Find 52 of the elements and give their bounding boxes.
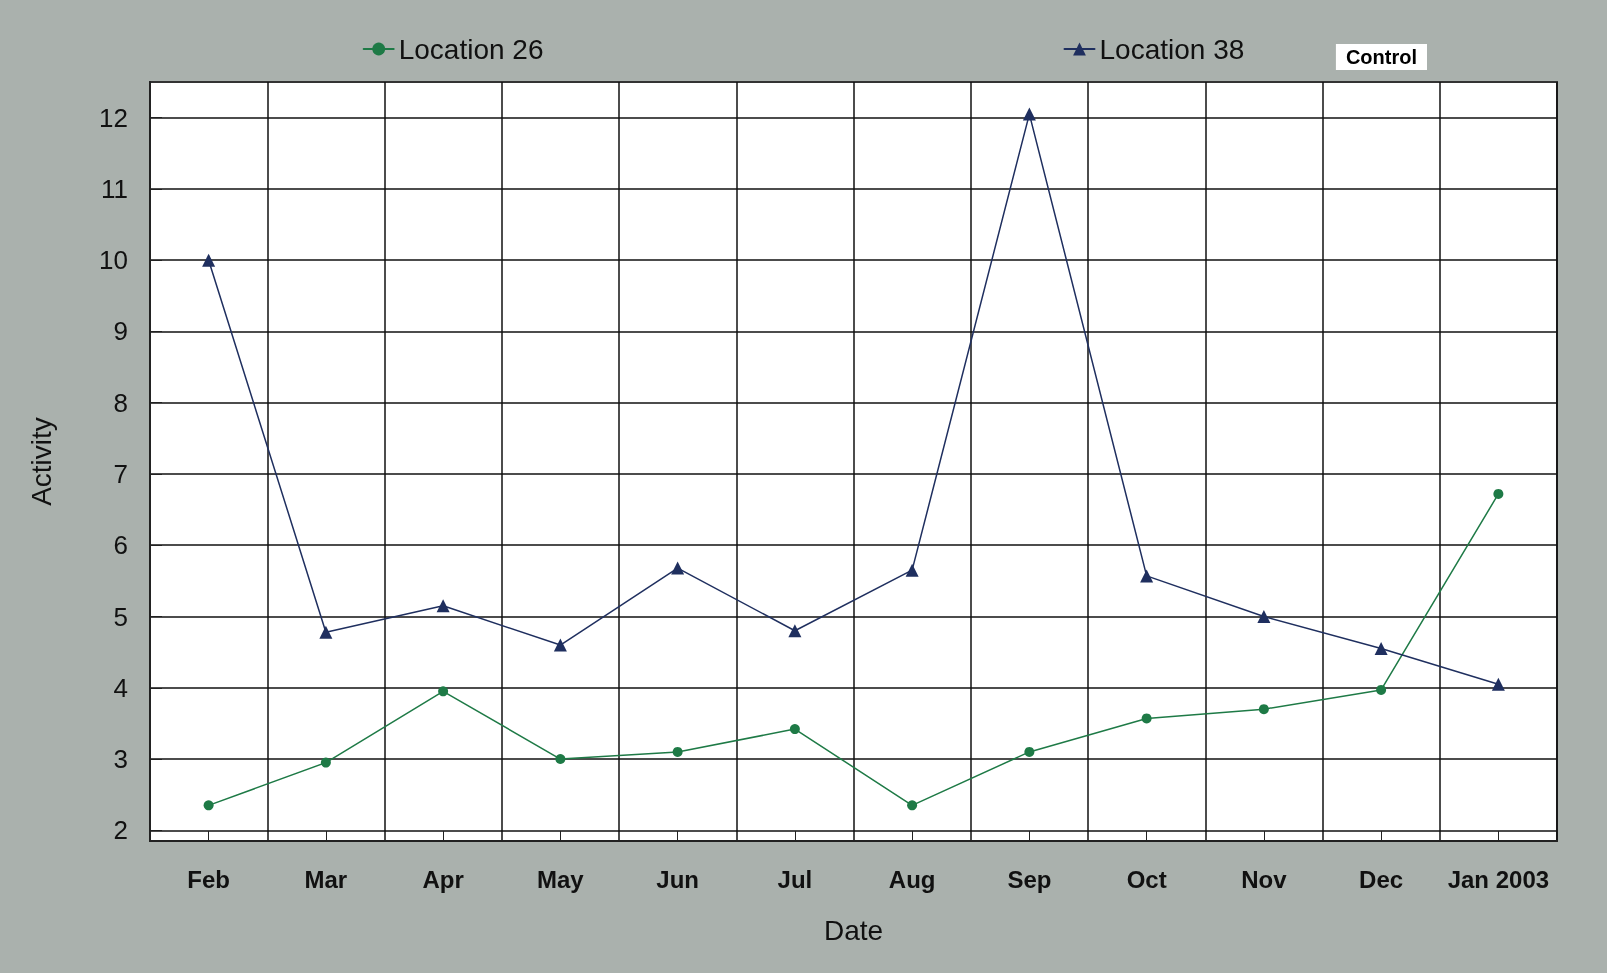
point [905,563,919,577]
x-tick-label: May [537,865,585,893]
legend-label: Location 26 [398,33,544,65]
point [788,624,802,638]
x-tick-label: Jul [777,865,813,893]
y-axis-title: Activity [25,417,57,506]
x-tick-label: Dec [1359,865,1404,893]
point [672,746,683,757]
point [671,561,685,575]
point [1491,677,1505,691]
point [320,757,331,768]
x-tick-label: Sep [1007,865,1052,893]
point [789,724,800,735]
point [436,599,450,613]
x-tick-label: Mar [304,865,348,893]
text: Control [1345,46,1417,68]
y-tick-label: 2 [113,815,128,846]
legend-label: Location 38 [1099,33,1245,65]
x-tick-label: Feb [187,865,230,893]
point [203,800,214,811]
y-tick-label: 4 [113,672,128,703]
point [319,625,333,639]
x-tick-label: Oct [1126,865,1167,893]
point [555,754,566,765]
y-tick-label: 10 [99,245,128,276]
y-tick-label: 7 [113,458,128,489]
point [1141,713,1152,724]
point [1258,704,1269,715]
point [438,686,449,697]
x-tick-label: Nov [1241,865,1288,893]
x-tick-label: Apr [422,865,464,893]
point [1140,569,1154,583]
point [1024,746,1035,757]
x-tick-label: Aug [888,865,936,893]
y-tick-label: 6 [113,530,128,561]
point [1493,488,1504,499]
y-tick-label: 3 [113,744,128,775]
point [1022,107,1036,121]
y-tick-label: 9 [113,316,128,347]
x-axis-title: Date [823,914,884,946]
y-tick-label: 12 [99,102,128,133]
x-tick-label: Jan 2003 [1447,865,1550,893]
point [553,638,567,652]
y-tick-label: 5 [113,601,128,632]
point [907,800,918,811]
y-tick-label: 11 [101,173,128,204]
x-tick-label: Jun [656,865,699,893]
point [202,253,216,267]
point [1376,684,1387,695]
y-tick-label: 8 [113,387,128,418]
point [1374,642,1388,656]
point [1257,610,1271,624]
